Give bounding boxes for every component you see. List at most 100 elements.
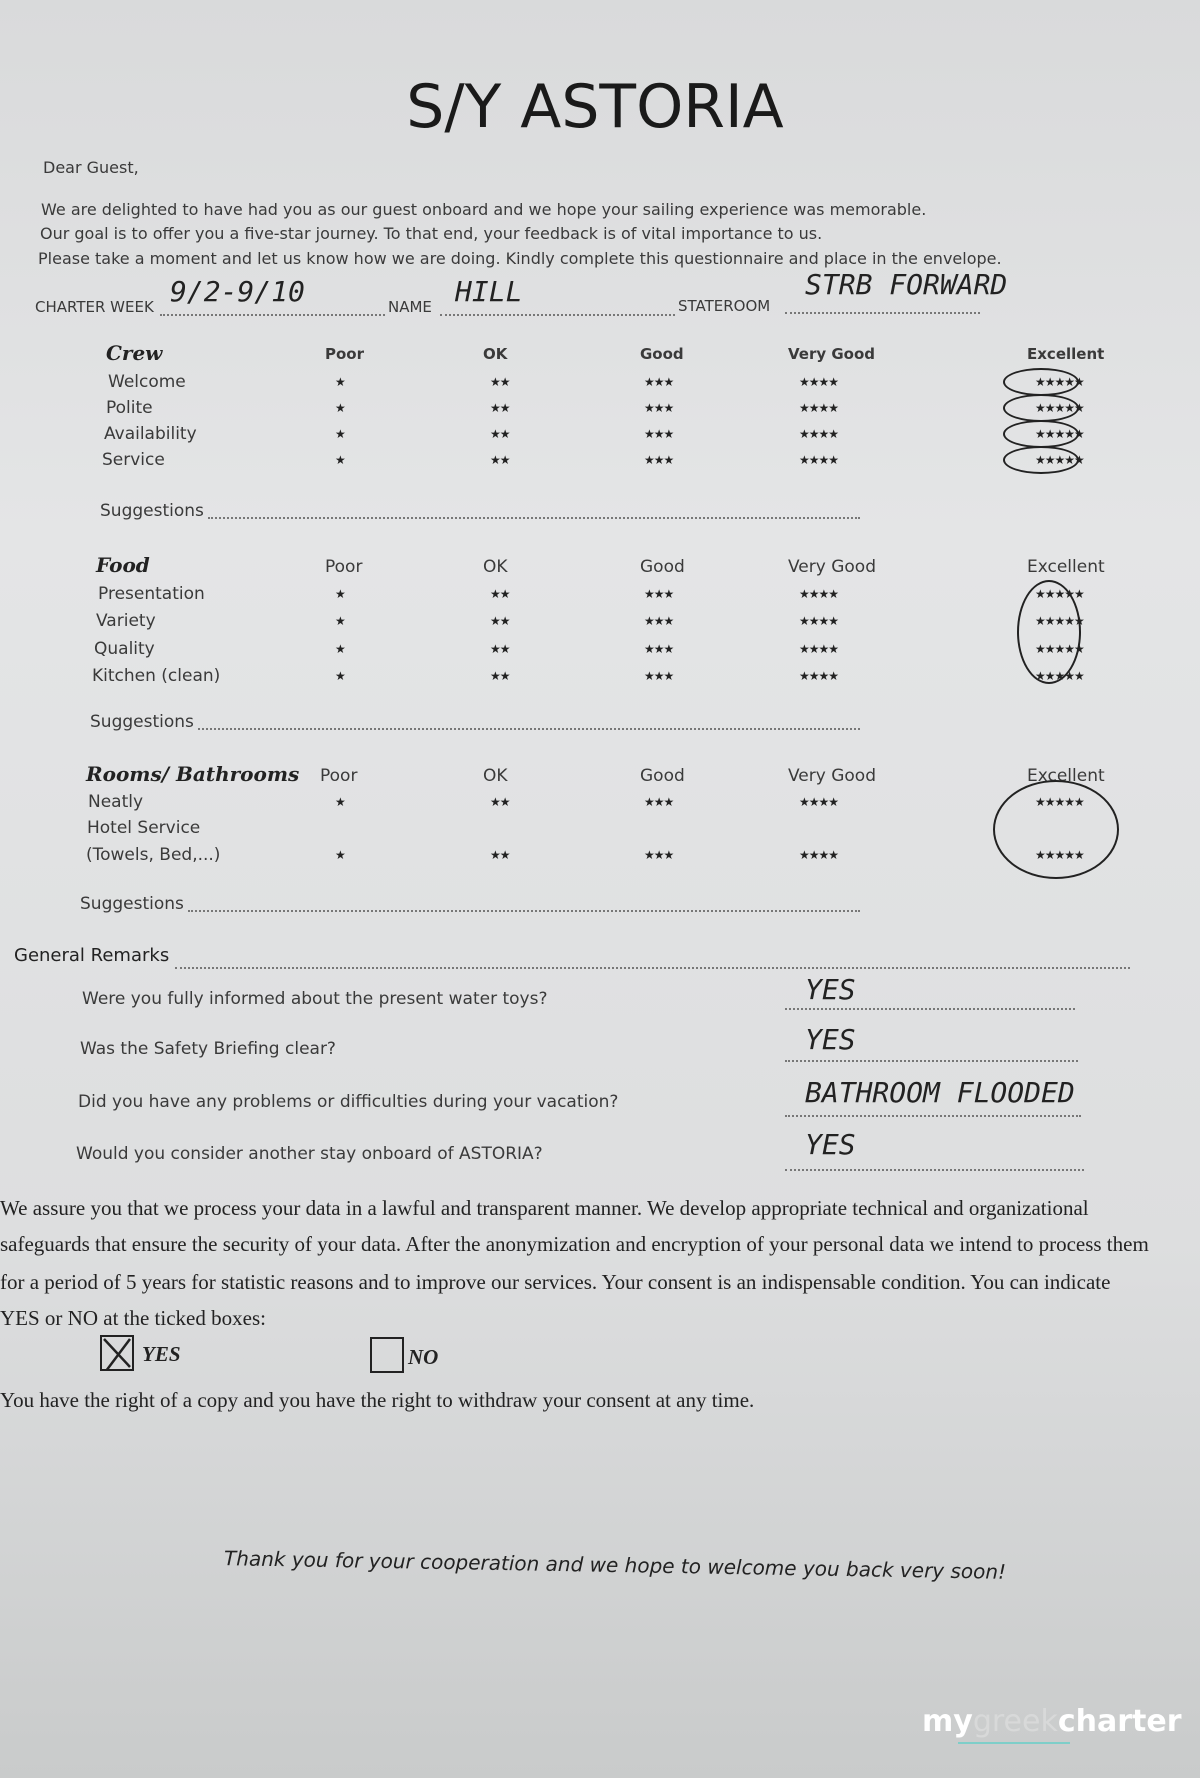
answer-text[interactable]: YES [805,1023,856,1056]
star-rating-option[interactable]: ★ [335,453,346,467]
excellent-selection-circle [1003,368,1079,396]
star-rating-option[interactable]: ★ [335,848,346,862]
withdraw-text: You have the right of a copy and you hav… [0,1388,755,1412]
rating-header-very_good: Very Good [788,557,876,577]
star-rating-option[interactable]: ★★★★ [799,453,839,467]
suggestions-line[interactable] [208,517,860,519]
star-rating-option[interactable]: ★★★ [644,642,674,656]
rating-header-excellent: Excellent [1027,345,1105,363]
crew-item-label: Welcome [108,372,186,392]
star-rating-option[interactable]: ★★ [490,453,510,467]
watermark-underline [958,1742,1070,1744]
star-rating-option[interactable]: ★★★★ [799,642,839,656]
star-rating-option[interactable]: ★★★★ [799,375,839,389]
answer-text[interactable]: YES [805,973,856,1006]
intro-line: Our goal is to offer you a five-star jou… [40,224,823,243]
suggestions-label: Suggestions [90,712,194,732]
star-rating-option[interactable]: ★★★ [644,375,674,389]
star-rating-option[interactable]: ★ [335,669,346,683]
consent-text: YES or NO at the ticked boxes: [0,1306,266,1330]
star-rating-option[interactable]: ★★★ [644,427,674,441]
star-rating-option[interactable]: ★★ [490,795,510,809]
star-rating-option[interactable]: ★★★★ [799,614,839,628]
star-rating-option[interactable]: ★★★★ [799,669,839,683]
star-rating-option[interactable]: ★★★ [644,453,674,467]
name-value[interactable]: HILL [455,275,523,308]
star-rating-option[interactable]: ★ [335,642,346,656]
rating-header-ok: OK [483,557,508,577]
excellent-selection-circle [1017,580,1081,684]
food-item-label: Kitchen (clean) [92,666,221,686]
rating-header-poor: Poor [320,766,358,786]
excellent-selection-circle [1003,394,1079,422]
star-rating-option[interactable]: ★★ [490,669,510,683]
answer-line[interactable] [785,1008,1075,1010]
star-rating-option[interactable]: ★ [335,587,346,601]
consent-no-checkbox[interactable] [370,1337,404,1373]
consent-yes-checkbox[interactable] [100,1335,134,1372]
star-rating-option[interactable]: ★★★★ [799,848,839,862]
rating-header-poor: Poor [325,557,363,577]
food-item-label: Presentation [98,584,205,604]
star-rating-option[interactable]: ★★ [490,614,510,628]
question-text: Was the Safety Briefing clear? [80,1039,336,1059]
charter-week-label: CHARTER WEEK [35,298,154,316]
star-rating-option[interactable]: ★★★★ [799,401,839,415]
star-rating-option[interactable]: ★ [335,614,346,628]
star-rating-option[interactable]: ★★ [490,587,510,601]
star-rating-option[interactable]: ★★★ [644,401,674,415]
excellent-selection-circle [1003,420,1079,448]
consent-text: for a period of 5 years for statistic re… [0,1270,1111,1294]
rooms-item-label: Neatly [88,792,144,812]
star-rating-option[interactable]: ★★★★ [799,795,839,809]
star-rating-option[interactable]: ★★★ [644,669,674,683]
rating-header-good: Good [640,766,685,786]
star-rating-option[interactable]: ★ [335,401,346,415]
answer-line[interactable] [785,1115,1081,1117]
rating-header-poor: Poor [325,345,365,363]
suggestions-line[interactable] [188,910,860,912]
star-rating-option[interactable]: ★★★★ [799,587,839,601]
star-rating-option[interactable]: ★★★ [644,848,674,862]
star-rating-option[interactable]: ★★★★ [799,427,839,441]
star-rating-option[interactable]: ★★ [490,375,510,389]
star-rating-option[interactable]: ★★ [490,642,510,656]
star-rating-option[interactable]: ★★★ [644,587,674,601]
answer-line[interactable] [785,1060,1078,1062]
food-section-title: Food [96,553,150,577]
star-rating-option[interactable]: ★★ [490,427,510,441]
rooms-item-label: Hotel Service [87,818,201,838]
star-rating-option[interactable]: ★★ [490,401,510,415]
consent-yes-label: YES [142,1342,181,1366]
answer-line[interactable] [785,1169,1084,1171]
rooms-section-title: Rooms/ Bathrooms [86,762,300,786]
charter-week-value[interactable]: 9/2-9/10 [170,275,305,308]
crew-item-label: Service [102,450,165,470]
question-text: Were you fully informed about the presen… [82,989,548,1009]
form-title: S/Y ASTORIA [406,72,784,142]
intro-line: We are delighted to have had you as our … [41,200,927,219]
suggestions-label: Suggestions [80,894,184,914]
answer-text[interactable]: YES [805,1128,856,1161]
answer-text[interactable]: BATHROOM FLOODED [805,1076,1075,1109]
rating-header-ok: OK [483,345,508,363]
rating-header-excellent: Excellent [1027,557,1105,577]
rating-header-good: Good [640,345,684,363]
food-item-label: Variety [96,611,156,631]
star-rating-option[interactable]: ★ [335,427,346,441]
star-rating-option[interactable]: ★ [335,795,346,809]
stateroom-value[interactable]: STRB FORWARD [805,268,1008,301]
star-rating-option[interactable]: ★ [335,375,346,389]
star-rating-option[interactable]: ★★★ [644,614,674,628]
star-rating-option[interactable]: ★★ [490,848,510,862]
question-text: Did you have any problems or difficultie… [78,1092,619,1112]
consent-text: safeguards that ensure the security of y… [0,1232,1149,1256]
stateroom-label: STATEROOM [678,297,771,315]
rating-header-very_good: Very Good [788,766,876,786]
suggestions-line[interactable] [198,728,860,730]
rating-header-good: Good [640,557,685,577]
star-rating-option[interactable]: ★★★ [644,795,674,809]
rating-header-very_good: Very Good [788,345,876,363]
intro-line: Please take a moment and let us know how… [38,249,1002,268]
